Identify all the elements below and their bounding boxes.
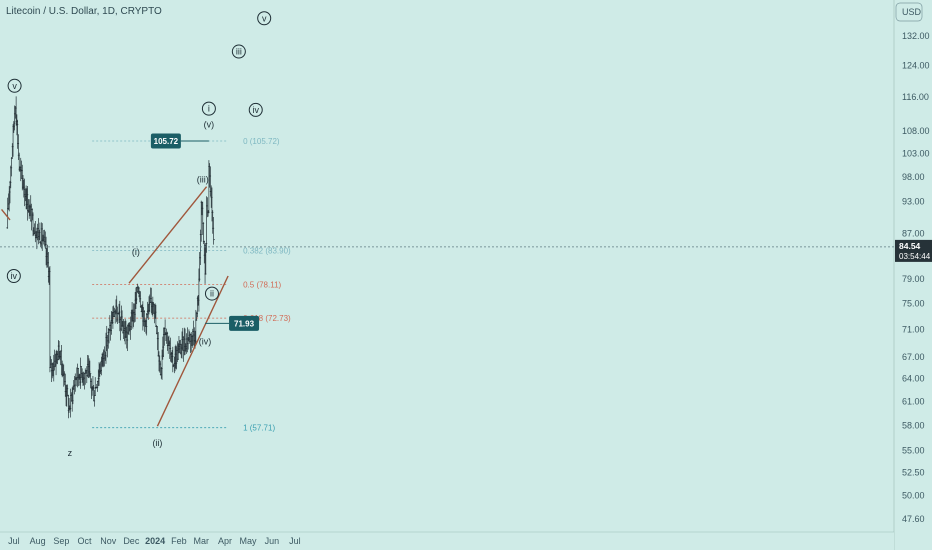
y-tick-label: 58.00 [902, 420, 925, 430]
trendlines [0, 186, 229, 427]
y-tick-label: 75.00 [902, 299, 925, 309]
x-tick-label: May [240, 536, 258, 546]
y-tick-label: 93.00 [902, 197, 925, 207]
wave-label-circle [204, 286, 219, 301]
wave-label: iii [236, 47, 242, 57]
wave-label-circle [248, 102, 263, 117]
trendline[interactable] [0, 208, 11, 221]
fib-level-label: 0.382 (83.90) [243, 246, 291, 255]
currency-button[interactable]: USD [895, 2, 923, 22]
svg-text:105.72: 105.72 [154, 137, 179, 146]
x-tick-label: Nov [100, 536, 117, 546]
wave-label: v [262, 13, 267, 23]
last-price: 84.54 03:54:44 [0, 239, 932, 262]
wave-label: i [208, 104, 210, 114]
x-tick-label: Sep [53, 536, 69, 546]
y-tick-label: 108.00 [902, 126, 930, 136]
wave-label-circle [7, 78, 22, 93]
wave-label: (ii) [152, 438, 162, 448]
candlestick-series [6, 96, 215, 419]
svg-text:71.93: 71.93 [234, 319, 255, 328]
last-price-value: 84.54 [899, 241, 921, 251]
wave-label-circle [231, 44, 246, 59]
currency-label: USD [902, 7, 922, 17]
y-tick-label: 87.00 [902, 228, 925, 238]
x-tick-label: 2024 [145, 536, 165, 546]
x-tick-label: Jul [8, 536, 20, 546]
fib-level-label: 1 (57.71) [243, 424, 275, 433]
y-tick-label: 61.00 [902, 396, 925, 406]
candle [212, 216, 215, 245]
y-tick-label: 64.00 [902, 374, 925, 384]
y-tick-label: 98.00 [902, 172, 925, 182]
y-tick-label: 116.00 [902, 92, 929, 102]
chart-title: Litecoin / U.S. Dollar, 1D, CRYPTO [6, 6, 162, 17]
wave-label: iv [252, 105, 259, 115]
y-tick-label: 103.00 [902, 148, 930, 158]
wave-label: z [68, 448, 73, 458]
trendline[interactable] [128, 186, 208, 284]
x-tick-label: Jun [265, 536, 280, 546]
y-tick-label: 79.00 [902, 274, 925, 284]
fib-level-label: 0 (105.72) [243, 137, 280, 146]
wave-label: (iv) [199, 337, 212, 347]
y-tick-label: 50.00 [902, 491, 925, 501]
x-tick-label: Oct [77, 536, 92, 546]
y-tick-label: 124.00 [902, 60, 930, 70]
y-tick-label: 47.60 [902, 514, 925, 524]
fib-level-label: 0.618 (72.73) [243, 314, 291, 323]
wave-label: iv [11, 271, 18, 281]
wave-label: (i) [132, 247, 140, 257]
y-tick-label: 52.50 [902, 468, 925, 478]
wave-label-circle [257, 11, 272, 26]
price-callout[interactable]: 71.93 [205, 315, 260, 331]
price-callout[interactable]: 105.72 [150, 133, 209, 149]
wave-label: ii [210, 289, 214, 299]
time-axis[interactable] [0, 532, 894, 550]
wave-label-circle [201, 101, 216, 116]
y-tick-label: 67.00 [902, 352, 925, 362]
wave-label: (v) [204, 119, 215, 129]
y-tick-label: 71.00 [902, 325, 925, 335]
wave-label: v [12, 81, 17, 91]
x-tick-label: Mar [193, 536, 209, 546]
x-tick-label: Dec [123, 536, 140, 546]
price-callouts: 105.72 71.93 [150, 133, 260, 331]
bar-countdown: 03:54:44 [899, 252, 931, 261]
y-tick-label: 132.00 [902, 31, 930, 41]
x-tick-label: Aug [30, 536, 46, 546]
last-price-marker [895, 239, 932, 262]
trendline[interactable] [156, 275, 229, 427]
x-tick-label: Jul [289, 536, 301, 546]
y-tick-label: 55.00 [902, 445, 925, 455]
price-axis[interactable] [894, 0, 932, 550]
x-tick-label: Feb [171, 536, 187, 546]
wave-label-circle [6, 269, 21, 284]
x-tick-label: Apr [218, 536, 232, 546]
fib-level-label: 0.5 (78.11) [243, 280, 281, 289]
wave-label: (iii) [197, 174, 209, 184]
